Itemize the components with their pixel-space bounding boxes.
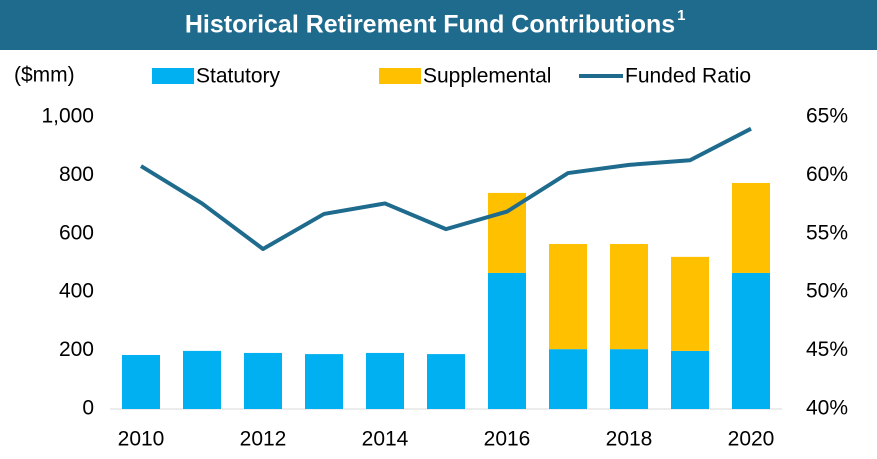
- chart-title: Historical Retirement Fund Contributions: [185, 11, 675, 39]
- y2-tick-label: 45%: [806, 338, 848, 361]
- bar: [610, 244, 648, 350]
- bar: [671, 256, 709, 351]
- x-tick-label: 2020: [728, 428, 775, 451]
- x-tick-label: 2014: [362, 428, 409, 451]
- x-tick-label: 2010: [118, 428, 165, 451]
- legend-label: Supplemental: [423, 65, 551, 88]
- line: [139, 126, 752, 251]
- y-tick-label: 400: [59, 280, 94, 303]
- y-tick-label: 800: [59, 163, 94, 186]
- legend-label: Funded Ratio: [625, 65, 751, 88]
- y2-tick-label: 40%: [806, 397, 848, 420]
- bar: [427, 354, 465, 409]
- bar: [305, 354, 343, 409]
- bar: [183, 350, 221, 409]
- legend-swatch: [152, 68, 194, 84]
- x-tick-label: 2012: [240, 428, 287, 451]
- bar: [610, 349, 648, 409]
- bar: [244, 352, 282, 409]
- x-tick-label: 2018: [606, 428, 653, 451]
- y-tick-label: 600: [59, 221, 94, 244]
- legend-label: Statutory: [196, 65, 281, 88]
- bar: [549, 349, 587, 409]
- bar: [366, 352, 404, 409]
- bar: [732, 272, 770, 409]
- title-bar: [0, 0, 877, 50]
- y2-tick-label: 50%: [806, 280, 848, 303]
- y2-tick-label: 55%: [806, 221, 848, 244]
- y-tick-label: 200: [59, 338, 94, 361]
- y2-tick-label: 60%: [806, 163, 848, 186]
- bar: [122, 354, 160, 409]
- y-axis-label: ($mm): [14, 64, 75, 87]
- legend-swatch: [379, 68, 421, 84]
- bar: [549, 244, 587, 350]
- bar: [488, 192, 526, 273]
- bar: [671, 350, 709, 409]
- y-tick-label: 0: [82, 397, 94, 420]
- y-tick-label: 1,000: [41, 105, 94, 128]
- bar: [488, 272, 526, 409]
- bar: [732, 182, 770, 273]
- title-footnote: 1: [677, 7, 685, 24]
- y2-tick-label: 65%: [806, 105, 848, 128]
- x-tick-label: 2016: [484, 428, 531, 451]
